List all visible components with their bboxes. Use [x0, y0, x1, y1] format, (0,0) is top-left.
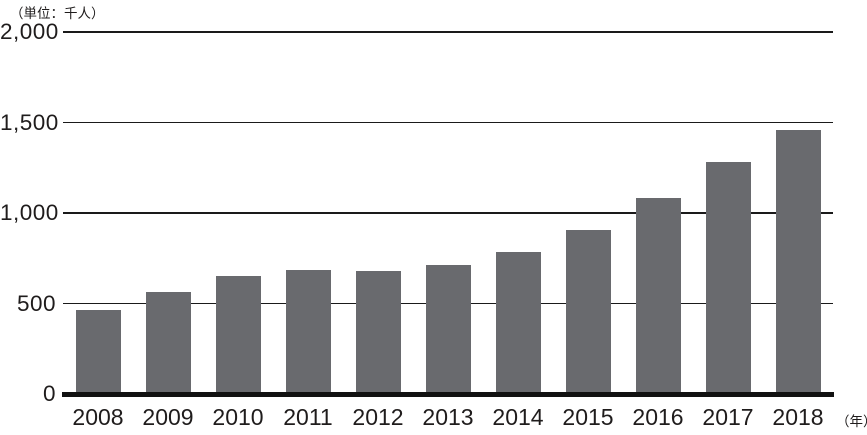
bar-2018 [775, 129, 821, 394]
x-tick-label-2016: 2016 [632, 404, 684, 430]
x-tick-label-2015: 2015 [562, 404, 614, 430]
y-tick-label: 500 [16, 290, 56, 316]
gridline-2000 [63, 31, 833, 33]
plot-area [63, 31, 833, 394]
y-axis-unit-label: （単位：千人） [10, 6, 105, 21]
x-tick-label-2010: 2010 [212, 404, 264, 430]
x-tick-label-2011: 2011 [283, 404, 333, 430]
x-axis-unit-label: （年） [836, 414, 867, 429]
x-axis-line [62, 392, 834, 397]
x-tick-label-2013: 2013 [422, 404, 474, 430]
bar-2013 [425, 264, 471, 394]
y-tick-label: 2,000 [0, 19, 59, 44]
x-tick-label-2018: 2018 [772, 404, 824, 430]
y-tick-label: 0 [42, 381, 56, 406]
bar-2014 [495, 251, 541, 394]
bar-2016 [635, 197, 681, 394]
gridline-1500 [63, 121, 833, 124]
y-tick-label: 1,500 [0, 109, 59, 135]
y-tick-label: 1,000 [0, 200, 59, 225]
bar-2008 [75, 309, 121, 394]
bar-2015 [565, 230, 611, 394]
x-tick-label-2017: 2017 [702, 404, 754, 430]
bar-2017 [705, 162, 751, 394]
gridline-1000 [63, 212, 833, 214]
bar-2009 [145, 291, 191, 394]
bar-2011 [285, 270, 331, 394]
x-tick-label-2009: 2009 [142, 404, 194, 430]
x-tick-label-2012: 2012 [352, 404, 404, 430]
bar-2012 [355, 270, 401, 394]
bar-2010 [215, 276, 261, 394]
x-tick-label-2008: 2008 [72, 404, 124, 430]
x-tick-label-2014: 2014 [492, 404, 544, 430]
